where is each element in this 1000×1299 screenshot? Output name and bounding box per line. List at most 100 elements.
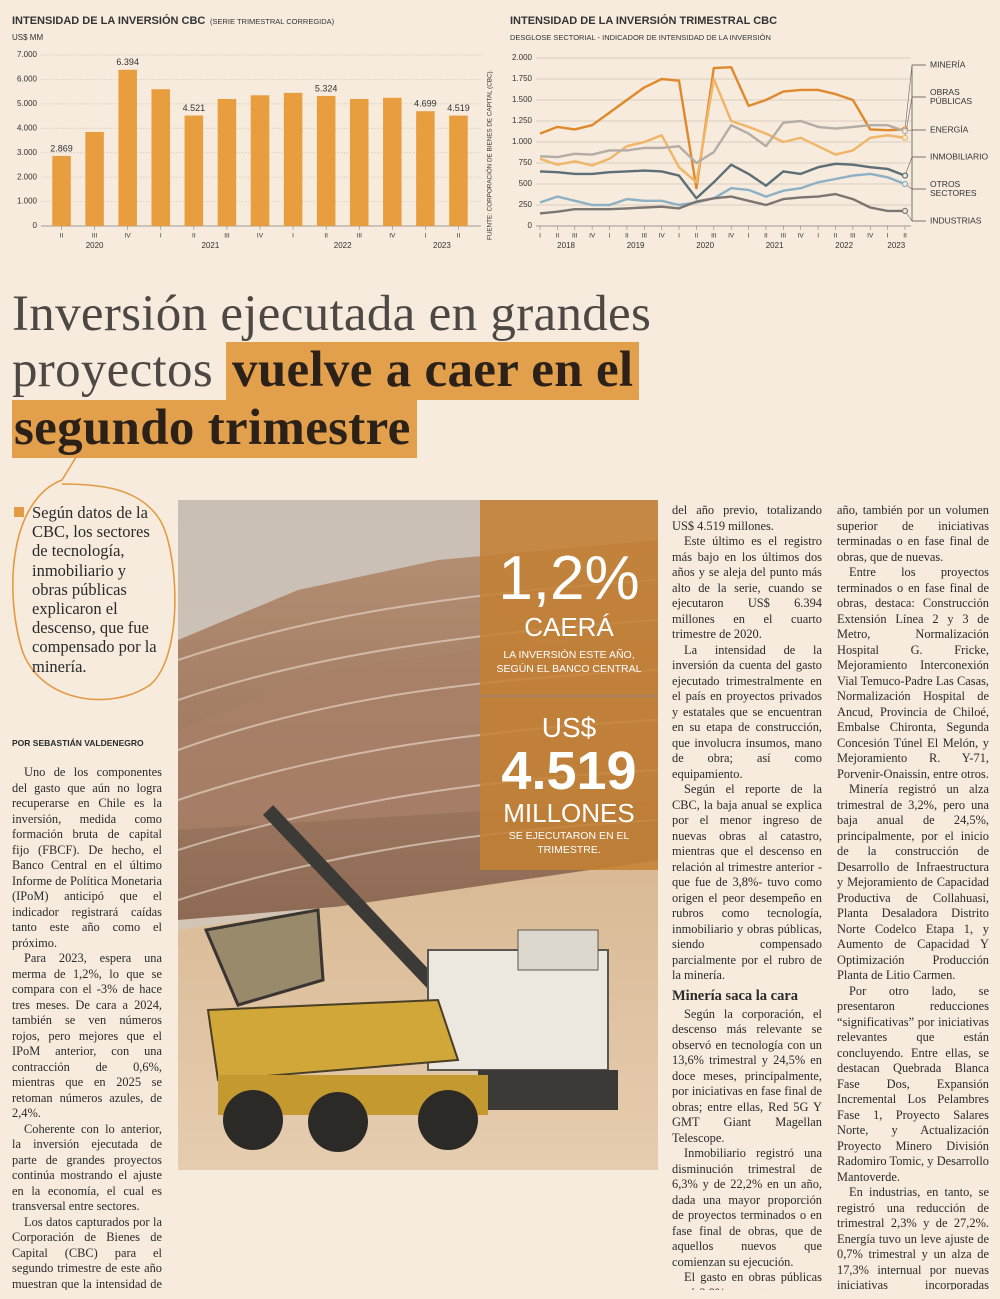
paragraph: Para 2023, espera una merma de 1,2%, lo …: [12, 951, 162, 1120]
x-tick-label: I: [539, 233, 541, 240]
paragraph: Uno de los componentes del gasto que aún…: [12, 765, 162, 950]
y-tick-label: 4.000: [17, 123, 38, 132]
bar: [383, 97, 402, 226]
year-label: 2023: [887, 241, 905, 250]
bar: [283, 92, 303, 226]
headline-highlight: segundo trimestre: [12, 400, 417, 458]
x-tick-label: I: [292, 233, 294, 240]
x-tick-label: II: [192, 233, 196, 240]
bar: [184, 115, 204, 226]
infobox: US$ 4.519 MILLONES SE EJECUTARON EN EL T…: [480, 697, 658, 870]
y-tick-label: 0: [33, 221, 38, 230]
year-label: 2020: [86, 241, 104, 250]
line-series: [539, 192, 905, 215]
bar: [85, 131, 104, 226]
x-tick-label: II: [764, 233, 768, 240]
x-tick-label: II: [834, 233, 838, 240]
y-tick-label: 1.750: [512, 74, 533, 83]
x-tick-label: III: [850, 233, 856, 240]
legend-connector: [904, 156, 913, 176]
y-tick-label: 1.000: [512, 137, 533, 146]
x-tick-label: II: [457, 233, 461, 240]
chart-subtitle: DESGLOSE SECTORIAL - INDICADOR DE INTENS…: [510, 33, 771, 42]
paragraph: Coherente con lo anterior, la inversión …: [12, 1121, 162, 1214]
paragraph: En industrias, en tanto, se registró una…: [837, 1185, 989, 1290]
lead-bullet: [14, 507, 24, 517]
y-tick-label: 250: [519, 200, 533, 209]
text-column: año, también por un volumen superior de …: [837, 503, 989, 1290]
bar: [118, 69, 137, 226]
x-tick-label: I: [678, 233, 680, 240]
headline-highlight: vuelve a caer en el: [226, 342, 640, 400]
y-tick-label: 6.000: [17, 75, 38, 84]
x-tick-label: IV: [257, 233, 264, 240]
paragraph: Inmobiliario registró una disminución tr…: [672, 1146, 822, 1269]
y-tick-label: 1.250: [512, 116, 533, 125]
y-tick-label: 0: [528, 221, 533, 230]
end-point: [901, 172, 909, 179]
x-tick-label: IV: [389, 233, 396, 240]
end-point: [901, 180, 909, 188]
headline-line: segundo trimestre: [12, 400, 417, 458]
value-label: 4.699: [414, 99, 437, 109]
paragraph: Los datos capturados por la Corporación …: [12, 1214, 162, 1291]
legend-label: INMOBILIARIO: [930, 151, 989, 162]
legend-label: OTROS SECTORES: [930, 179, 977, 198]
chart-subtitle: (SERIE TRIMESTRAL CORREGIDA): [210, 17, 335, 26]
y-tick-label: 1.500: [512, 95, 533, 104]
paragraph: Este último es el registro más bajo en l…: [672, 534, 822, 641]
x-tick-label: IV: [728, 233, 735, 240]
end-point: [901, 207, 909, 214]
bar: [250, 95, 270, 226]
end-point: [901, 127, 909, 135]
text-column: Uno de los componentes del gasto que aún…: [12, 765, 162, 1290]
x-tick-label: III: [711, 233, 717, 240]
line-series: [539, 66, 906, 190]
x-tick-label: III: [224, 233, 230, 240]
infobox-caption: LA INVERSIÓN ESTE AÑO, SEGÚN EL BANCO CE…: [496, 649, 642, 675]
chart-title: INTENSIDAD DE LA INVERSIÓN TRIMESTRAL CB…: [510, 14, 777, 27]
line-series: [539, 77, 906, 184]
infobox-unit: US$: [541, 712, 597, 743]
y-tick-label: 5.000: [17, 99, 38, 108]
source: FUENTE: CORPORACIÓN DE BIENES DE CAPITAL…: [485, 69, 494, 240]
year-label: 2023: [433, 241, 451, 250]
lead-oval: [12, 453, 176, 701]
paragraph: La intensidad de la inversión da cuenta …: [672, 642, 822, 781]
lead: Según datos de la CBC, los sectores de t…: [32, 503, 157, 676]
text-column: del año previo, totalizando US$ 4.519 mi…: [672, 503, 822, 1290]
paragraph: Según el reporte de la CBC, la baja anua…: [672, 782, 822, 982]
year-label: 2018: [557, 241, 575, 250]
year-label: 2021: [766, 241, 784, 250]
x-tick-label: II: [556, 233, 560, 240]
y-tick-label: 2.000: [17, 172, 38, 181]
year-label: 2022: [835, 241, 853, 250]
x-tick-label: II: [324, 233, 328, 240]
end-point: [901, 134, 909, 141]
x-tick-label: IV: [659, 233, 666, 240]
headline-line: proyectos vuelve a caer en el: [12, 342, 640, 400]
bar: [151, 89, 171, 226]
year-label: 2019: [627, 241, 645, 250]
y-tick-label: 500: [519, 179, 533, 188]
paragraph: del año previo, totalizando US$ 4.519 mi…: [672, 503, 822, 533]
paragraph: año, también por un volumen superior de …: [837, 503, 989, 564]
headline-line: Inversión ejecutada en grandes: [12, 286, 652, 342]
y-tick-label: 1.000: [17, 197, 38, 206]
infobox: 1,2% CAERÁ LA INVERSIÓN ESTE AÑO, SEGÚN …: [480, 500, 658, 695]
paragraph: Por otro lado, se presentaron reduccione…: [837, 983, 989, 1184]
paragraph: Entre los proyectos terminados o en fase…: [837, 565, 989, 781]
x-tick-label: IV: [589, 233, 596, 240]
x-tick-label: II: [625, 233, 629, 240]
lead-decoration: [12, 453, 176, 701]
x-tick-label: II: [903, 233, 907, 240]
subhead: Minería saca la cara: [672, 987, 799, 1004]
y-tick-label: 7.000: [17, 50, 38, 59]
chart-title: INTENSIDAD DE LA INVERSIÓN CBC: [12, 14, 205, 27]
x-tick-label: I: [748, 233, 750, 240]
legend-label: MINERÍA: [930, 59, 966, 70]
x-tick-label: I: [817, 233, 819, 240]
bar: [217, 98, 237, 226]
x-tick-label: III: [642, 233, 648, 240]
